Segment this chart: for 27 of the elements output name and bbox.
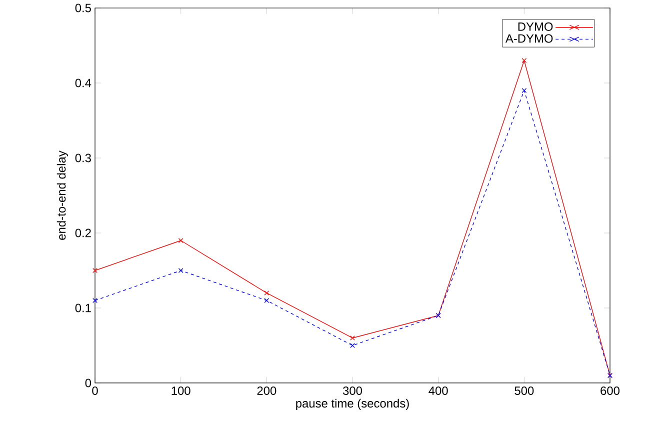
- point: [92, 298, 98, 303]
- y-tick-label: 0.1: [75, 304, 91, 312]
- y-tick-label: 0: [85, 378, 92, 388]
- point: [178, 268, 184, 273]
- x-tick-label: 500: [514, 386, 534, 395]
- y-tick-label: 0.5: [75, 4, 91, 12]
- point: [350, 336, 355, 340]
- point: [178, 238, 184, 243]
- x-tick-label: 600: [600, 386, 620, 395]
- x-tick-label: 100: [172, 386, 190, 395]
- legend-label: A-DYMO: [505, 34, 553, 43]
- x-tick-label: 200: [257, 386, 276, 395]
- point: [522, 58, 527, 63]
- point: [522, 88, 527, 93]
- legend-label: DYMO: [518, 22, 553, 31]
- y-axis-title: end-to-end delay: [56, 150, 68, 240]
- x-tick-label: 300: [342, 386, 362, 395]
- y-tick-label: 0.3: [75, 154, 91, 162]
- point: [264, 298, 270, 303]
- x-tick-label: 400: [428, 386, 448, 395]
- point: [264, 290, 270, 296]
- point: [350, 343, 355, 348]
- x-axis-title: pause time (seconds): [296, 398, 409, 410]
- y-tick-label: 0.2: [75, 228, 91, 238]
- x-tick-label: 0: [92, 386, 98, 395]
- y-tick-label: 0.4: [75, 78, 92, 88]
- point: [92, 268, 98, 273]
